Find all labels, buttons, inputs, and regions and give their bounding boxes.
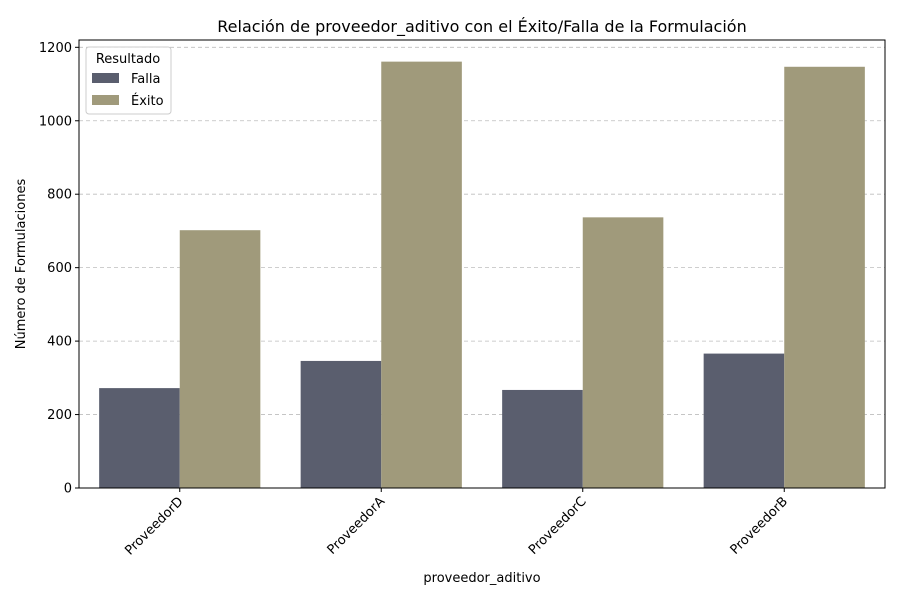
legend-swatch-exito bbox=[92, 95, 119, 105]
legend-swatch-falla bbox=[92, 73, 119, 83]
legend-title: Resultado bbox=[96, 52, 160, 67]
y-axis-ticks: 0 200 400 600 800 1000 1200 bbox=[39, 41, 79, 497]
bar-exito-proveedord bbox=[179, 230, 261, 488]
legend-label-falla: Falla bbox=[131, 72, 160, 87]
y-tick-label: 200 bbox=[47, 408, 72, 423]
x-axis-ticks: ProveedorD ProveedorA ProveedorC ProveedorB bbox=[122, 488, 791, 558]
y-tick-label: 600 bbox=[47, 261, 72, 276]
bar-exito-proveedorb bbox=[784, 66, 865, 489]
y-tick-label: 1000 bbox=[39, 114, 72, 129]
y-tick-label: 800 bbox=[47, 188, 72, 203]
x-axis-label: proveedor_aditivo bbox=[423, 571, 540, 586]
y-axis-label: Número de Formulaciones bbox=[14, 179, 29, 350]
bar-falla-proveedora bbox=[300, 360, 382, 488]
x-tick-label: ProveedorA bbox=[325, 494, 389, 558]
bar-falla-proveedorb bbox=[703, 353, 785, 488]
bars bbox=[99, 61, 865, 489]
legend: Resultado Falla Éxito bbox=[85, 46, 172, 115]
bar-falla-proveedorc bbox=[502, 389, 583, 488]
x-tick-label: ProveedorB bbox=[728, 494, 791, 557]
plot-frame bbox=[78, 39, 886, 489]
y-tick-label: 1200 bbox=[39, 41, 72, 56]
y-tick-label: 400 bbox=[47, 335, 72, 350]
bar-exito-proveedora bbox=[381, 61, 462, 489]
bar-falla-proveedord bbox=[99, 388, 180, 488]
chart-title: Relación de proveedor_aditivo con el Éxi… bbox=[217, 17, 746, 37]
x-tick-label: ProveedorC bbox=[526, 494, 590, 558]
x-tick-label: ProveedorD bbox=[122, 494, 186, 558]
y-tick-label: 0 bbox=[64, 482, 72, 497]
bar-exito-proveedorc bbox=[582, 217, 664, 488]
legend-label-exito: Éxito bbox=[131, 93, 164, 109]
